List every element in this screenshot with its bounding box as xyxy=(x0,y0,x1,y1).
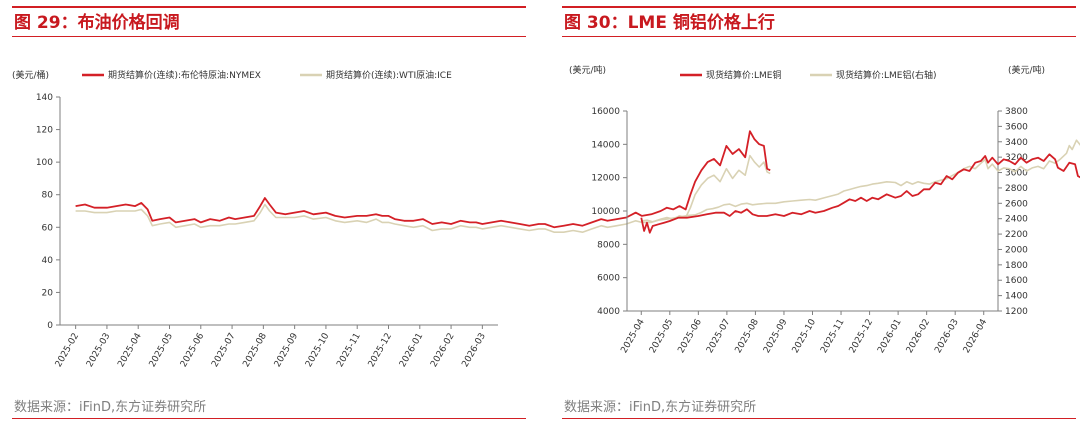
y-tick-label: 60 xyxy=(42,223,54,233)
bottom-rule xyxy=(12,418,526,419)
lme-copper-aluminum-chart: (美元/吨) (美元/吨) 现货结算价:LME铜 现货结算价:LME铝(右轴) 4000… xyxy=(569,64,1080,356)
legend-label: 期货结算价(连续):布伦特原油:NYMEX xyxy=(108,69,261,81)
figure-30: 图 30：LME 铜铝价格上行 (美元/吨) (美元/吨) 现货结算价:LME铜 现货… xyxy=(550,0,1080,429)
figure-title: 图 29：布油价格回调 xyxy=(14,13,180,33)
y-tick-label: 100 xyxy=(36,158,53,168)
y-tick-label: 14000 xyxy=(591,140,620,150)
legend-label: 现货结算价:LME铜 xyxy=(706,69,782,81)
x-tick-label: 2025-11 xyxy=(335,332,362,370)
x-tick-label: 2025-10 xyxy=(304,331,332,369)
x-tick-label: 2025-04 xyxy=(619,317,647,355)
x-tick-label: 2025-08 xyxy=(734,317,762,355)
top-rule xyxy=(562,6,1076,8)
legend-label: 期货结算价(连续):WTI原油:ICE xyxy=(326,69,452,81)
y2-tick-label: 2000 xyxy=(1005,245,1028,255)
y-tick-label: 80 xyxy=(42,191,54,201)
top-rule xyxy=(12,6,526,8)
x-tick-label: 2026-03 xyxy=(933,318,960,356)
series-line xyxy=(641,139,1080,223)
y-tick-label: 10000 xyxy=(591,207,620,217)
y2-tick-label: 3800 xyxy=(1005,107,1028,117)
series-line xyxy=(75,154,771,233)
x-tick-label: 2025-07 xyxy=(210,332,237,370)
x-tick-label: 2026-02 xyxy=(905,318,932,356)
y2-tick-label: 2800 xyxy=(1005,184,1028,194)
x-tick-label: 2025-08 xyxy=(241,331,269,369)
y2-tick-label: 3600 xyxy=(1005,122,1028,132)
x-tick-label: 2026-02 xyxy=(429,332,456,370)
figure-29: 图 29：布油价格回调 (美元/桶) 期货结算价(连续):布伦特原油:NYMEX 期… xyxy=(0,0,771,429)
legend-label: 现货结算价:LME铝(右轴) xyxy=(836,69,937,81)
y2-tick-label: 1200 xyxy=(1005,307,1028,317)
y-tick-label: 8000 xyxy=(597,240,620,250)
x-tick-label: 2025-05 xyxy=(148,332,175,370)
bottom-rule xyxy=(562,418,1076,419)
x-tick-label: 2025-09 xyxy=(762,317,790,355)
y-tick-label: 20 xyxy=(42,288,54,298)
y2-tick-label: 2200 xyxy=(1005,230,1028,240)
series-line xyxy=(75,130,771,229)
y2-tick-label: 1800 xyxy=(1005,261,1028,271)
y-tick-label: 40 xyxy=(42,256,54,266)
x-tick-label: 2026-01 xyxy=(398,332,425,370)
y2-tick-label: 3200 xyxy=(1005,153,1028,163)
x-tick-label: 2025-05 xyxy=(648,318,675,356)
y-tick-label: 12000 xyxy=(591,174,620,184)
y-tick-label: 4000 xyxy=(597,307,620,317)
x-tick-label: 2025-06 xyxy=(179,331,207,369)
y2-tick-label: 1400 xyxy=(1005,292,1028,302)
x-tick-label: 2025-03 xyxy=(85,332,112,370)
y-tick-label: 16000 xyxy=(591,107,620,117)
source-note: 数据来源：iFinD,东方证券研究所 xyxy=(564,400,757,415)
figure-title: 图 30：LME 铜铝价格上行 xyxy=(564,13,775,33)
y2-tick-label: 2600 xyxy=(1005,199,1028,209)
y2-axis-label: (美元/吨) xyxy=(1008,64,1045,76)
y2-tick-label: 1600 xyxy=(1005,276,1028,286)
x-tick-label: 2025-04 xyxy=(116,331,144,369)
x-tick-label: 2025-09 xyxy=(273,331,301,369)
title-rule xyxy=(562,36,1076,37)
y-axis-label: (美元/桶) xyxy=(12,69,49,81)
x-tick-label: 2025-06 xyxy=(676,317,704,355)
y-axis-label: (美元/吨) xyxy=(569,64,606,76)
x-tick-label: 2025-10 xyxy=(791,317,819,355)
y2-tick-label: 3000 xyxy=(1005,169,1028,179)
y2-tick-label: 3400 xyxy=(1005,138,1028,148)
x-tick-label: 2026-03 xyxy=(460,332,487,370)
x-tick-label: 2025-12 xyxy=(848,318,875,356)
series-line xyxy=(640,153,1080,234)
y-tick-label: 6000 xyxy=(597,274,620,284)
x-tick-label: 2025-07 xyxy=(705,318,732,356)
source-note: 数据来源：iFinD,东方证券研究所 xyxy=(14,400,207,415)
brent-wti-chart: (美元/桶) 期货结算价(连续):布伦特原油:NYMEX 期货结算价(连续):WTI… xyxy=(12,69,771,370)
x-tick-label: 2026-01 xyxy=(876,318,903,356)
x-tick-label: 2025-12 xyxy=(367,332,394,370)
x-tick-label: 2025-02 xyxy=(54,332,81,370)
x-tick-label: 2025-11 xyxy=(819,318,846,356)
title-rule xyxy=(12,36,526,37)
y-tick-label: 140 xyxy=(36,93,53,103)
y-tick-label: 120 xyxy=(36,126,53,136)
y2-tick-label: 2400 xyxy=(1005,215,1028,225)
y-tick-label: 0 xyxy=(47,321,53,331)
x-tick-label: 2026-04 xyxy=(962,317,990,355)
